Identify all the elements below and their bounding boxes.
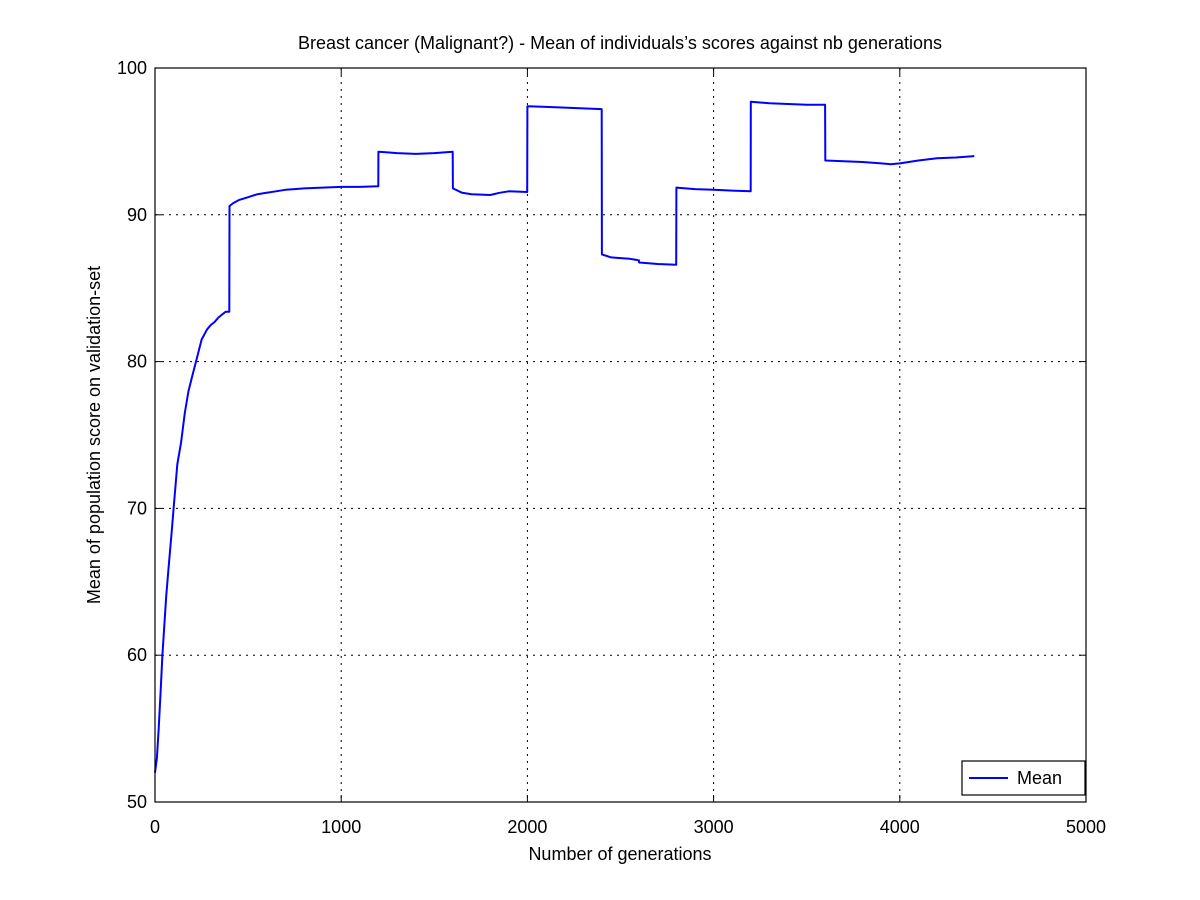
- y-tick-label: 90: [127, 205, 147, 225]
- x-tick-label: 0: [150, 817, 160, 837]
- series-line-mean: [154, 100, 975, 773]
- x-tick-label: 5000: [1066, 817, 1106, 837]
- y-tick-label: 60: [127, 645, 147, 665]
- x-tick-label: 4000: [880, 817, 920, 837]
- legend: Mean: [961, 760, 1086, 796]
- y-tick-label: 100: [117, 58, 147, 78]
- plot-frame: [154, 67, 1087, 803]
- y-tick-label: 50: [127, 792, 147, 812]
- grid-lines: [155, 68, 1086, 802]
- y-tick-label: 80: [127, 352, 147, 372]
- axis-ticks: 0 1000 2000 3000 4000 5000 50 60 70 80 90 100: [117, 58, 1106, 837]
- y-tick-label: 70: [127, 498, 147, 518]
- series-layer: [154, 100, 975, 773]
- legend-label: Mean: [1017, 768, 1062, 788]
- x-axis-label: Number of generations: [528, 844, 711, 864]
- x-tick-label: 3000: [694, 817, 734, 837]
- x-tick-label: 2000: [507, 817, 547, 837]
- y-axis-label: Mean of population score on validation-s…: [84, 266, 104, 604]
- chart-title: Breast cancer (Malignant?) - Mean of ind…: [298, 33, 942, 53]
- x-tick-label: 1000: [321, 817, 361, 837]
